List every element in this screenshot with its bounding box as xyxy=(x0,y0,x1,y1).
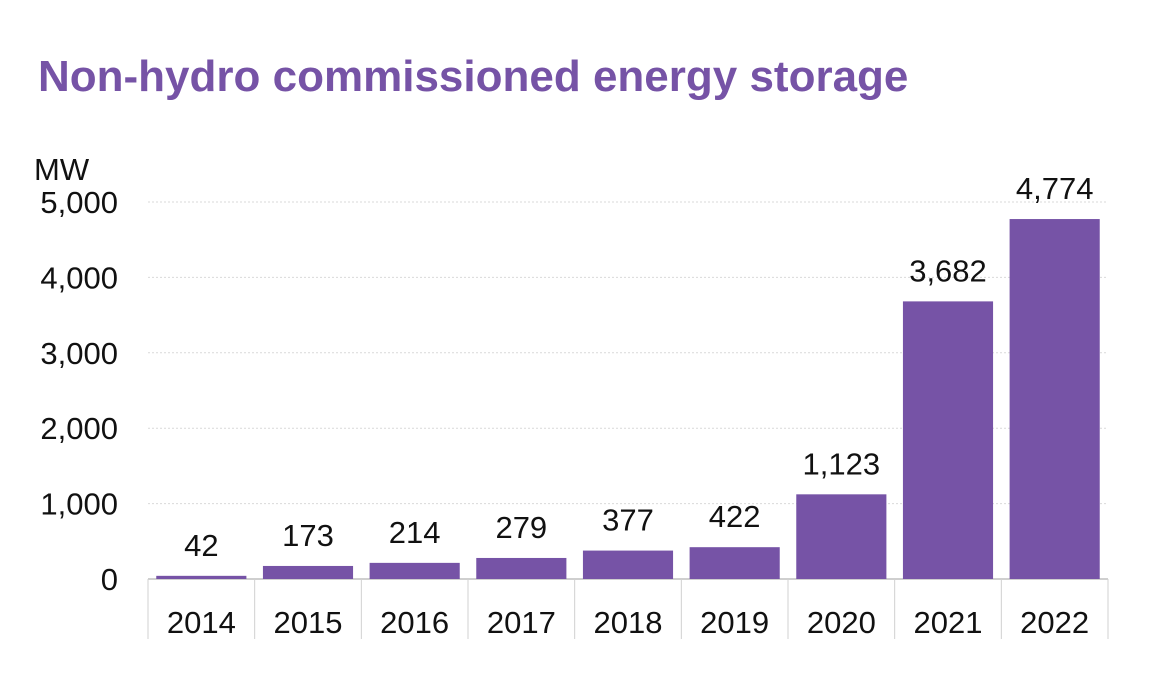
x-tick-label: 2018 xyxy=(594,605,663,640)
y-tick-label: 0 xyxy=(101,562,118,597)
x-tick-label: 2016 xyxy=(380,605,449,640)
x-tick-label: 2019 xyxy=(700,605,769,640)
x-tick-label: 2021 xyxy=(914,605,983,640)
y-tick-label: 4,000 xyxy=(40,260,118,295)
y-tick-label: 5,000 xyxy=(40,185,118,220)
x-tick-label: 2015 xyxy=(274,605,343,640)
bar xyxy=(796,494,887,579)
data-label: 173 xyxy=(282,518,334,553)
x-tick-label: 2014 xyxy=(167,605,236,640)
bars xyxy=(156,219,1100,579)
bar xyxy=(476,557,567,579)
bar xyxy=(582,550,674,579)
bar xyxy=(262,565,354,579)
chart-title: Non-hydro commissioned energy storage xyxy=(38,52,909,101)
data-label: 214 xyxy=(389,515,441,550)
data-label: 3,682 xyxy=(909,253,987,288)
x-tick-label: 2022 xyxy=(1020,605,1089,640)
data-label: 422 xyxy=(709,499,761,534)
bar xyxy=(1009,219,1100,579)
bar xyxy=(689,547,780,579)
y-tick-label: 3,000 xyxy=(40,336,118,371)
x-tick-label: 2017 xyxy=(487,605,556,640)
data-label: 4,774 xyxy=(1016,171,1094,206)
data-label: 377 xyxy=(602,503,654,538)
y-tick-label: 1,000 xyxy=(40,487,118,522)
data-label: 1,123 xyxy=(803,446,881,481)
bar xyxy=(902,301,994,579)
data-label: 42 xyxy=(184,528,218,563)
bar xyxy=(156,575,247,579)
data-label: 279 xyxy=(495,510,547,545)
y-tick-label: 2,000 xyxy=(40,411,118,446)
bar xyxy=(369,562,460,579)
data-labels: 42 173 214 279 377 422 1,123 3,682 4,774 xyxy=(184,171,1093,563)
x-tick-label: 2020 xyxy=(807,605,876,640)
y-axis-label: MW xyxy=(34,152,90,187)
